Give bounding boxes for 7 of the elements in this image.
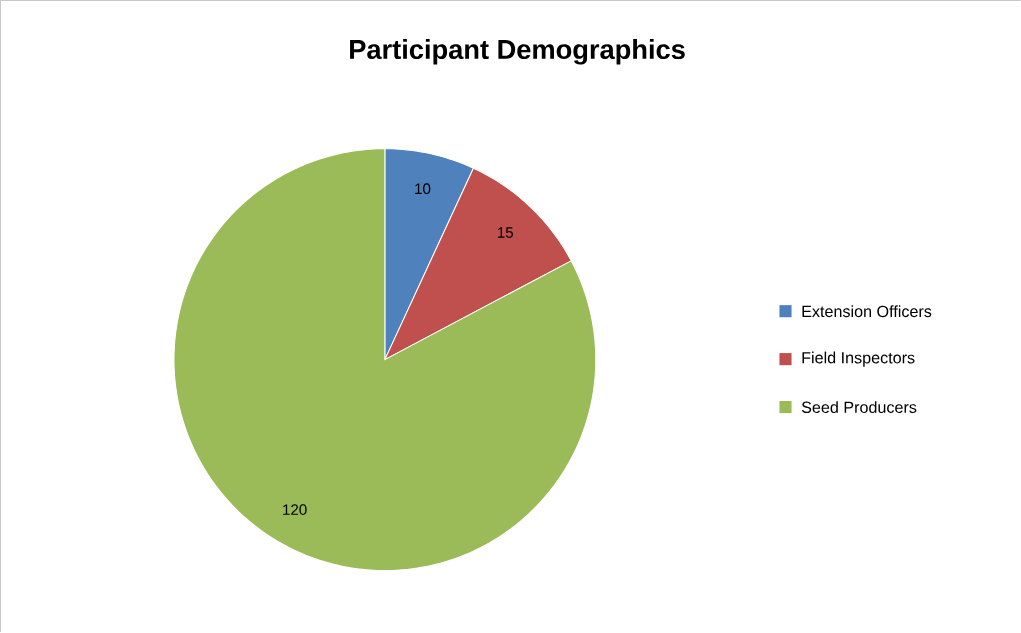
data-label: 10	[415, 183, 431, 195]
data-label: 15	[497, 227, 514, 239]
legend-label: Extension Officers	[802, 305, 932, 318]
legend-label: Field Inspectors	[802, 351, 915, 367]
legend-label: Seed Producers	[801, 401, 917, 414]
data-label: 120	[283, 504, 307, 516]
chart-title: Participant Demographics	[350, 39, 685, 65]
